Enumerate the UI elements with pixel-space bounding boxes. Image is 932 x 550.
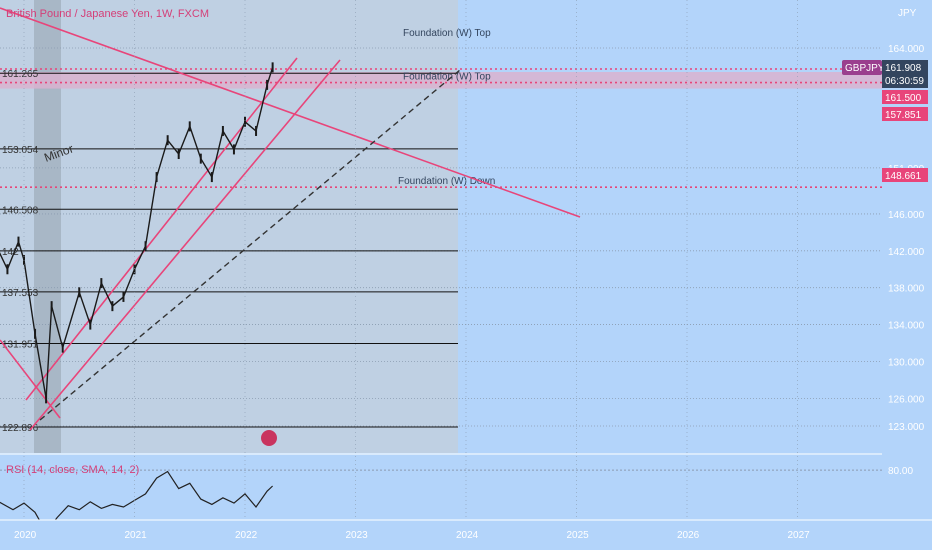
x-tick-5: 2025 <box>567 530 590 541</box>
badge-level-bg-1 <box>882 90 928 104</box>
trendline-left <box>0 339 61 419</box>
fib-label-3: 142 <box>2 247 19 258</box>
resistance-band <box>0 72 882 89</box>
rsi-tick-0: 80.00 <box>888 466 913 477</box>
currency-label: JPY <box>898 8 917 19</box>
badge-countdown: 06:30:59 <box>885 76 924 87</box>
y-tick-7: 126.000 <box>888 394 925 405</box>
x-tick-1: 2021 <box>125 530 148 541</box>
badge-symbol-bg <box>842 60 882 75</box>
rsi-pane <box>0 454 882 520</box>
level-label-0: Foundation (W) Top <box>403 28 491 39</box>
trendline-channel-top <box>25 57 298 401</box>
y-tick-0: 164.000 <box>888 44 925 55</box>
y-tick-3: 142.000 <box>888 247 925 258</box>
y-tick-5: 134.000 <box>888 321 925 332</box>
fib-label-5: 131.951 <box>2 339 39 350</box>
badge-level-3: 148.661 <box>885 171 922 182</box>
y-tick-2: 146.000 <box>888 210 925 221</box>
fib-label-0: 161.265 <box>2 69 39 80</box>
y-tick-8: 123.000 <box>888 422 925 433</box>
badge-level-bg-3 <box>882 168 928 182</box>
trendline-channel-bottom <box>29 59 341 431</box>
badge-level-1: 161.500 <box>885 93 922 104</box>
x-tick-7: 2027 <box>788 530 811 541</box>
rsi-label: RSI (14, close, SMA, 14, 2) <box>6 464 140 476</box>
badge-level-bg-2 <box>882 107 928 121</box>
event-marker <box>261 430 277 446</box>
badge-price: 161.908 <box>885 63 922 74</box>
trendline-dashed <box>39 69 461 421</box>
y-tick-6: 130.000 <box>888 357 925 368</box>
badge-level-2: 157.851 <box>885 110 922 121</box>
fib-label-4: 137.553 <box>2 288 39 299</box>
fib-label-6: 122.896 <box>2 423 39 434</box>
chart-title: British Pound / Japanese Yen, 1W, FXCM <box>6 8 210 20</box>
x-tick-6: 2026 <box>677 530 700 541</box>
x-tick-3: 2023 <box>346 530 369 541</box>
x-axis <box>0 520 932 550</box>
level-label-1: Foundation (W) Top <box>403 72 491 83</box>
level-label-2: Foundation (W) Down <box>398 176 495 187</box>
trendline-down <box>0 7 581 218</box>
x-tick-4: 2024 <box>456 530 479 541</box>
x-tick-2: 2022 <box>235 530 258 541</box>
x-tick-0: 2020 <box>14 530 37 541</box>
y-tick-4: 138.000 <box>888 284 925 295</box>
fib-label-1: 153.054 <box>2 145 39 156</box>
badge-price-bg <box>882 60 928 88</box>
fib-label-2: 146.508 <box>2 205 39 216</box>
badge-symbol: GBPJPY <box>845 63 885 74</box>
price-line <box>0 67 274 399</box>
